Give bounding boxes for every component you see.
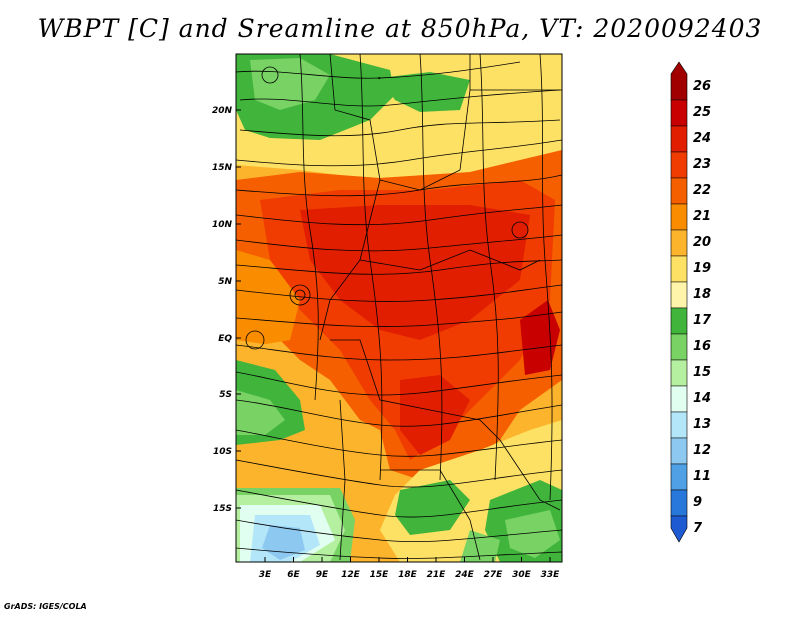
colorbar-swatch (670, 489, 688, 517)
lon-label: 15E (370, 570, 390, 580)
lat-label: 15S (213, 504, 232, 514)
colorbar-label: 17 (693, 313, 712, 328)
colorbar-label: 20 (693, 235, 711, 250)
colorbar-swatch (670, 151, 688, 179)
lat-label: 10N (212, 220, 233, 230)
colorbar: 26 25 24 23 22 21 20 19 18 17 16 15 14 13 12 11 9 7 (670, 61, 712, 543)
colorbar-swatch (670, 229, 688, 257)
lon-label: 18E (398, 570, 418, 580)
colorbar-swatch (670, 463, 688, 491)
colorbar-swatch (670, 125, 688, 153)
colorbar-label: 11 (693, 469, 711, 484)
lon-label: 24E (455, 570, 475, 580)
map-frame (235, 53, 563, 563)
shaded-field (236, 54, 562, 562)
lat-label: EQ (218, 334, 232, 344)
colorbar-label: 19 (693, 261, 711, 276)
colorbar-label: 13 (693, 417, 711, 432)
lon-label: 33E (541, 570, 561, 580)
colorbar-swatch (670, 333, 688, 361)
colorbar-label: 24 (693, 131, 711, 146)
lon-label: 30E (512, 570, 532, 580)
longitude-labels: 3E 6E 9E 12E 15E 18E 21E 24E 27E 30E 33E (259, 557, 560, 580)
lat-label: 5N (218, 277, 232, 287)
colorbar-swatch (670, 515, 688, 543)
colorbar-label: 22 (693, 183, 711, 198)
country-borders (319, 54, 562, 561)
lon-label: 27E (484, 570, 504, 580)
colorbar-swatch (670, 385, 688, 413)
lat-label: 5S (219, 390, 232, 400)
colorbar-label: 26 (693, 79, 711, 94)
colorbar-swatch (670, 359, 688, 387)
colorbar-label: 12 (693, 443, 711, 458)
colorbar-label: 25 (693, 105, 711, 120)
colorbar-label: 9 (693, 495, 702, 510)
lat-label: 10S (213, 447, 232, 457)
lon-label: 12E (341, 570, 361, 580)
lon-label: 3E (259, 570, 272, 580)
colorbar-swatch (670, 99, 688, 127)
lon-label: 6E (287, 570, 300, 580)
lat-label: 15N (212, 163, 233, 173)
latitude-labels: 20N 15N 10N 5N EQ 5S 10S 15S (212, 106, 241, 514)
map-title: WBPT [C] and Sreamline at 850hPa, VT: 20… (37, 14, 763, 43)
colorbar-swatch (670, 61, 688, 101)
lon-label: 21E (427, 570, 447, 580)
colorbar-swatch (670, 411, 688, 439)
colorbar-swatch (670, 177, 688, 205)
colorbar-label: 23 (693, 157, 711, 172)
colorbar-label: 14 (693, 391, 711, 406)
colorbar-label: 15 (693, 365, 711, 380)
lat-label: 20N (212, 106, 233, 116)
colorbar-label: 21 (693, 209, 711, 224)
colorbar-label: 7 (693, 521, 703, 536)
colorbar-label: 16 (693, 339, 711, 354)
colorbar-label: 18 (693, 287, 711, 302)
credit-text: GrADS: IGES/COLA (4, 602, 87, 611)
streamlines (236, 54, 562, 559)
colorbar-swatch (670, 281, 688, 309)
colorbar-swatch (670, 437, 688, 465)
colorbar-swatch (670, 307, 688, 335)
lon-label: 9E (316, 570, 329, 580)
colorbar-swatch (670, 203, 688, 231)
colorbar-swatch (670, 255, 688, 283)
